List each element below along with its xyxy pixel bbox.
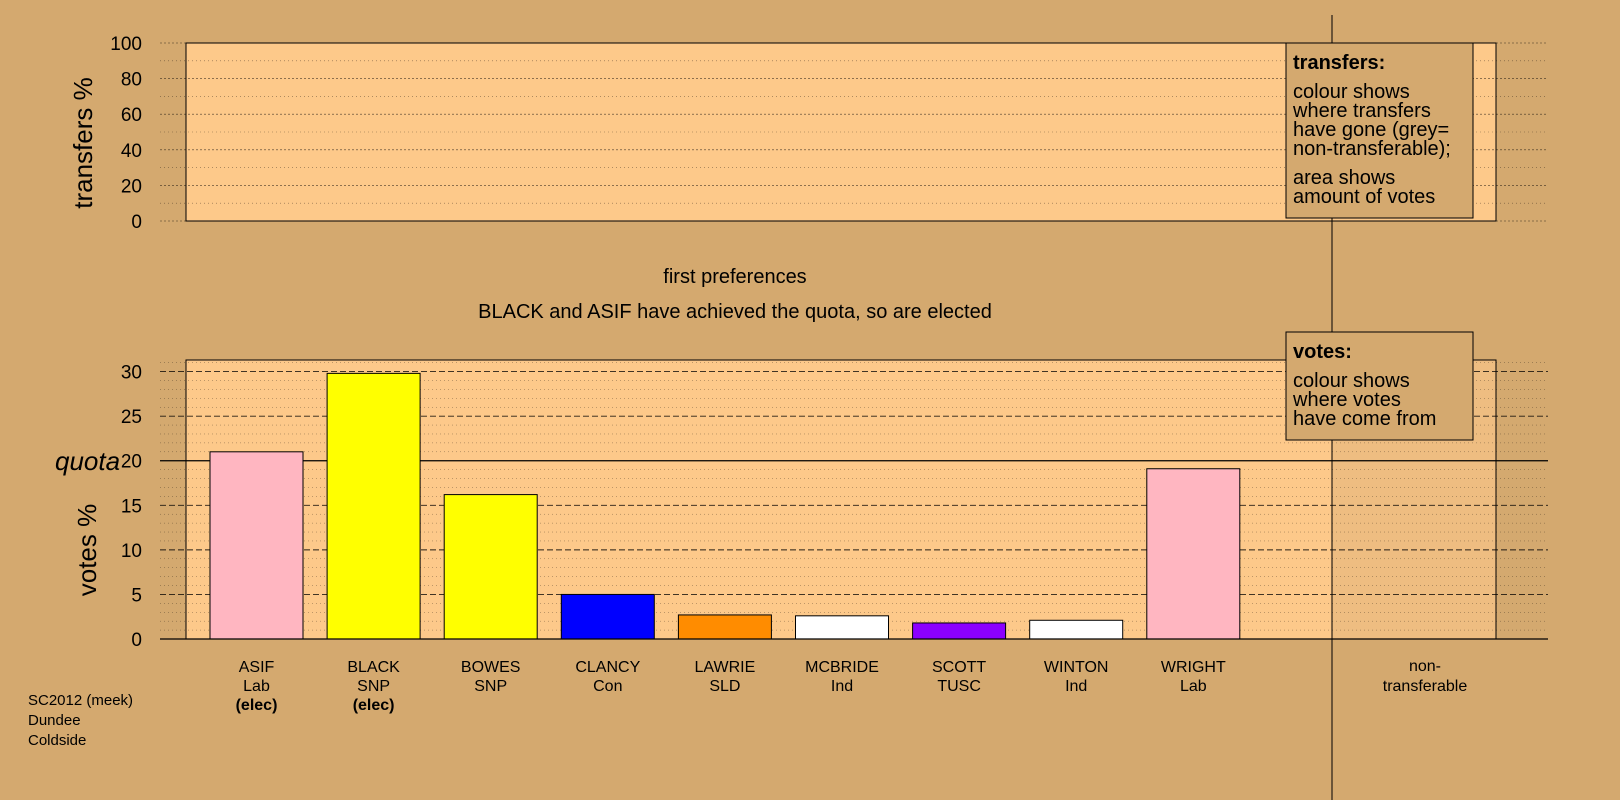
transfers-y-tick-label: 20 [121, 176, 142, 197]
candidate-party: Lab [1180, 678, 1207, 695]
bar-wright [1146, 468, 1241, 640]
votes-panel: 0 5 10 15 20 25 30 ASIF Lab (elec) BLACK SNP (elec)… [55, 359, 1548, 714]
candidate-party: SNP [474, 678, 507, 695]
candidate-status: (elec) [236, 697, 278, 714]
bar-scott [912, 622, 1007, 640]
transfers-y-tick-label: 60 [121, 105, 142, 126]
votes-legend: votes: colour shows where votes have com… [1285, 331, 1474, 441]
transfers-legend-line-4: non-transferable); [1293, 138, 1451, 160]
candidate-party: Con [593, 678, 622, 695]
bar-lawrie [677, 614, 772, 640]
candidate-labels: ASIF Lab (elec) BLACK SNP (elec) BOWES SNP CLANC… [236, 659, 1226, 714]
candidate-party: SNP [357, 678, 390, 695]
candidate-party: Ind [831, 678, 853, 695]
transfers-legend: transfers: colour shows where transfers … [1285, 42, 1474, 219]
bar-mcbride [795, 615, 889, 640]
transfers-legend-line-3: have gone (grey= [1293, 119, 1449, 141]
bar-winton [1029, 619, 1124, 640]
candidate-name: ASIF [239, 659, 275, 676]
nontransferable-line-1: non- [1409, 658, 1441, 675]
candidate-party: Lab [243, 678, 270, 695]
quota-label: quota [55, 446, 120, 476]
candidate-party: SLD [709, 678, 740, 695]
footer-line-2: Dundee [28, 712, 81, 729]
votes-y-tick-label: 20 [121, 452, 142, 473]
candidate-party: TUSC [937, 678, 981, 695]
votes-legend-line-2: where votes [1292, 389, 1401, 411]
candidate-name: BLACK [347, 659, 400, 676]
votes-legend-box [1285, 331, 1474, 441]
bar-black [326, 372, 421, 640]
candidate-status: (elec) [353, 697, 395, 714]
bar-bowes [443, 494, 538, 640]
transfers-y-tick-label: 40 [121, 141, 142, 162]
transfers-legend-line-5: area shows [1293, 167, 1395, 189]
transfers-y-tick-label: 0 [131, 212, 142, 233]
votes-legend-line-1: colour shows [1293, 370, 1410, 392]
candidate-party: Ind [1065, 678, 1087, 695]
transfers-legend-line-2: where transfers [1292, 100, 1431, 122]
nontransferable-label: non- transferable [1383, 658, 1468, 695]
votes-y-axis-label: votes % [72, 504, 102, 597]
footer: SC2012 (meek) Dundee Coldside [28, 692, 133, 749]
candidate-name: LAWRIE [695, 659, 756, 676]
stage-heading: first preferences [663, 266, 806, 288]
candidate-name: WINTON [1044, 659, 1109, 676]
votes-y-tick-label: 10 [121, 541, 142, 562]
candidate-name: CLANCY [575, 659, 640, 676]
votes-y-tick-label: 30 [121, 363, 142, 384]
stage-message: BLACK and ASIF have achieved the quota, … [478, 301, 992, 323]
bar-clancy [560, 593, 655, 640]
votes-y-tick-label: 5 [131, 585, 142, 606]
footer-line-1: SC2012 (meek) [28, 692, 133, 709]
votes-y-ticks: 0 5 10 15 20 25 30 [121, 363, 142, 651]
transfers-legend-line-6: amount of votes [1293, 186, 1435, 208]
votes-legend-line-3: have come from [1293, 408, 1436, 430]
transfers-legend-line-1: colour shows [1293, 81, 1410, 103]
candidate-name: MCBRIDE [805, 659, 879, 676]
transfers-y-axis-label: transfers % [68, 77, 98, 209]
footer-line-3: Coldside [28, 732, 86, 749]
votes-y-tick-label: 25 [121, 407, 142, 428]
votes-legend-title: votes: [1293, 341, 1352, 363]
votes-y-tick-label: 15 [121, 496, 142, 517]
candidate-name: BOWES [461, 659, 521, 676]
candidate-name: SCOTT [932, 659, 986, 676]
transfers-y-tick-label: 100 [110, 34, 142, 55]
nontransferable-line-2: transferable [1383, 678, 1468, 695]
transfers-legend-title: transfers: [1293, 52, 1385, 74]
candidate-name: WRIGHT [1161, 659, 1226, 676]
transfers-legend-box [1285, 42, 1474, 219]
transfers-y-tick-label: 80 [121, 70, 142, 91]
bar-asif [209, 451, 304, 640]
transfers-y-ticks: 0 20 40 60 80 100 [110, 34, 142, 233]
votes-y-tick-label: 0 [131, 630, 142, 651]
votes-bars [160, 372, 1548, 640]
